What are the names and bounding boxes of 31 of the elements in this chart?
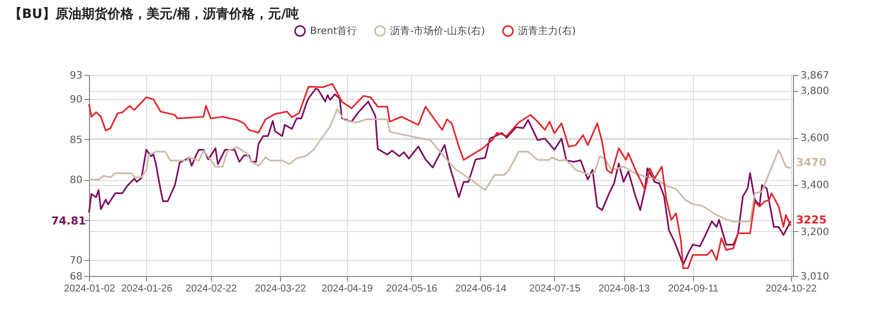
legend-label: Brent首行 (310, 25, 358, 37)
x-tick-label: 2024-06-14 (455, 284, 507, 294)
y2-tick-label: 3,010 (800, 272, 830, 282)
text: 74.81 (51, 214, 86, 228)
y-tick-label: 90 (70, 94, 82, 106)
x-tick-label: 2024-08-13 (598, 284, 650, 294)
text: 3470 (796, 156, 827, 170)
y-tick-label: 93 (70, 70, 82, 82)
legend-label: 沥青主力(右) (518, 25, 576, 37)
legend-label: 沥青-市场价-山东(右) (390, 25, 486, 37)
x-tick-label: 2024-02-22 (186, 284, 238, 294)
x-tick-label: 2024-03-22 (254, 284, 306, 294)
y2-tick-label: 3,400 (800, 180, 830, 192)
y-tick-label: 70 (70, 255, 82, 266)
y-tick-label: 80 (70, 175, 82, 186)
text: 3225 (796, 214, 827, 227)
x-tick-label: 2024-04-19 (322, 284, 374, 294)
y2-tick-label: 3,200 (800, 226, 830, 238)
y2-tick-label: 3,800 (800, 86, 830, 98)
x-tick-label: 2024-09-11 (668, 284, 719, 294)
y2-tick-label: 3,600 (800, 133, 830, 144)
y-tick-label: 68 (70, 272, 82, 282)
x-tick-label: 2024-07-15 (529, 284, 581, 294)
x-tick-label: 2024-01-02 (64, 284, 116, 294)
x-tick-label: 2024-05-16 (386, 284, 438, 294)
x-tick-label: 2024-10-22 (766, 284, 818, 294)
line-series (88, 108, 792, 222)
y-tick-label: 85 (70, 134, 82, 146)
x-tick-label: 2024-01-26 (121, 284, 173, 294)
y2-tick-label: 3,867 (800, 70, 830, 82)
chart-title: 【BU】原油期货价格，美元/桶，沥青价格，元/吨 (9, 6, 299, 22)
